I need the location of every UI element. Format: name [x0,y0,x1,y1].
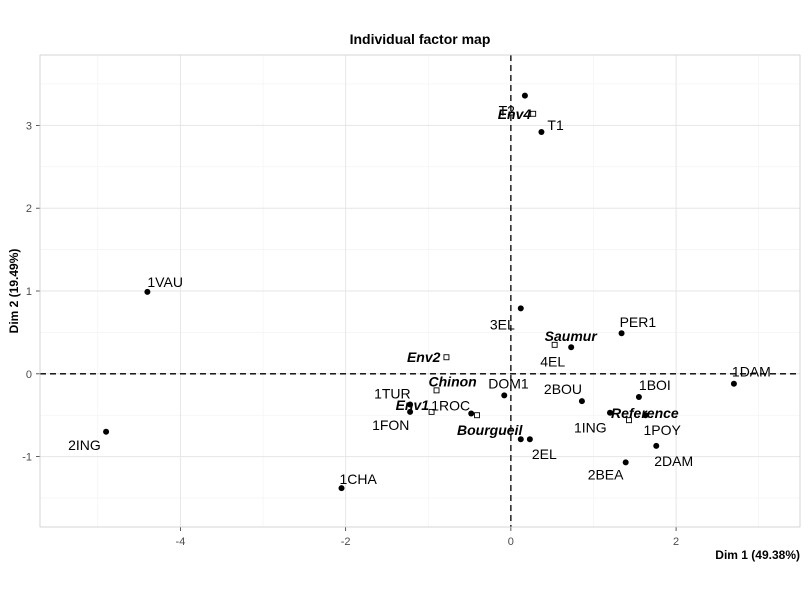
individual-point [407,401,414,408]
individual-point-label: 2EL [532,446,557,462]
reference-lines [40,55,800,527]
individual-point-label: PER1 [620,314,657,330]
individual-point [521,92,528,99]
individual-point [103,428,110,435]
x-tick-label: 2 [673,536,679,548]
supplementary-point-label: Saumur [545,328,599,344]
individual-point [517,436,524,443]
individual-point [407,408,414,415]
supplementary-point [474,412,480,419]
points [103,92,737,492]
individual-point [618,330,625,337]
supplementary-point [551,341,558,348]
individual-point [501,392,508,399]
plot-panel [39,54,801,528]
y-tick-label: -1 [22,452,32,464]
individual-point [338,485,345,492]
chart-title: Individual factor map [350,31,491,47]
individual-point-label: 1VAU [147,274,183,290]
y-tick-label: 3 [26,120,32,132]
individual-point-label: 1DAM [732,364,771,380]
individual-point-label: T1 [547,117,564,133]
individual-point [635,393,642,400]
supplementary-point-label: Bourgueil [457,422,523,438]
individual-point [653,442,660,449]
individual-point [607,409,613,416]
y-axis-title: Dim 2 (19.49%) [7,249,21,334]
supplementary-point [530,110,537,117]
individual-point-label: 2ING [68,437,101,453]
individual-point-label: 1ROC [431,398,470,414]
individual-point-label: DOM1 [488,375,529,391]
individual-point [538,129,545,136]
axes: -4 -2 0 2 -1 0 1 2 3 [22,54,801,548]
individual-point-label: 1ING [574,420,607,436]
x-tick-label: -4 [176,536,186,548]
individual-point [526,436,533,443]
supplementary-point-label: Chinon [429,373,477,389]
individual-point-label: 1FON [372,417,409,433]
supplementary-point [428,408,435,415]
individual-point-label: T2 [499,103,516,119]
x-tick-label: 0 [508,536,514,548]
point-labels: T2 T1 1VAU 3EL PER1 4EL 1DAM DOM1 1BOI 2BOU 1TUR 1R… [68,103,771,488]
individual-point-label: 2BEA [588,466,624,482]
supplementary-point [626,417,632,424]
individual-point-label: 2BOU [544,381,582,397]
individual-point-label: 2DAM [654,453,693,469]
individual-point [517,305,524,312]
individual-point [622,459,629,466]
individual-point-label: 1TUR [374,385,411,401]
individual-point [144,288,151,295]
individual-point-label: 1BOI [639,377,671,393]
individual-point [568,344,575,351]
individual-point [468,410,475,417]
individual-point [642,412,649,419]
individual-point-label: 3EL [490,316,515,332]
individual-point-label: 4EL [540,353,565,369]
supplementary-point [443,354,450,361]
y-tick-label: 1 [26,286,32,298]
individual-point-label: 1POY [644,422,682,438]
supplementary-point-label: Env2 [407,349,441,365]
x-tick-label: -2 [341,536,351,548]
individual-point-label: 1CHA [340,471,378,487]
x-axis-title: Dim 1 (49.38%) [715,548,800,562]
supplementary-point [433,387,440,394]
y-tick-label: 0 [26,369,32,381]
supplementary-point-label: Reference [611,405,679,421]
supplementary-point-label: Env4 [498,106,532,122]
individual-point [578,398,585,405]
supplementary-point-label: Env1 [396,397,430,413]
individual-point [730,380,737,387]
y-tick-label: 2 [26,203,32,215]
